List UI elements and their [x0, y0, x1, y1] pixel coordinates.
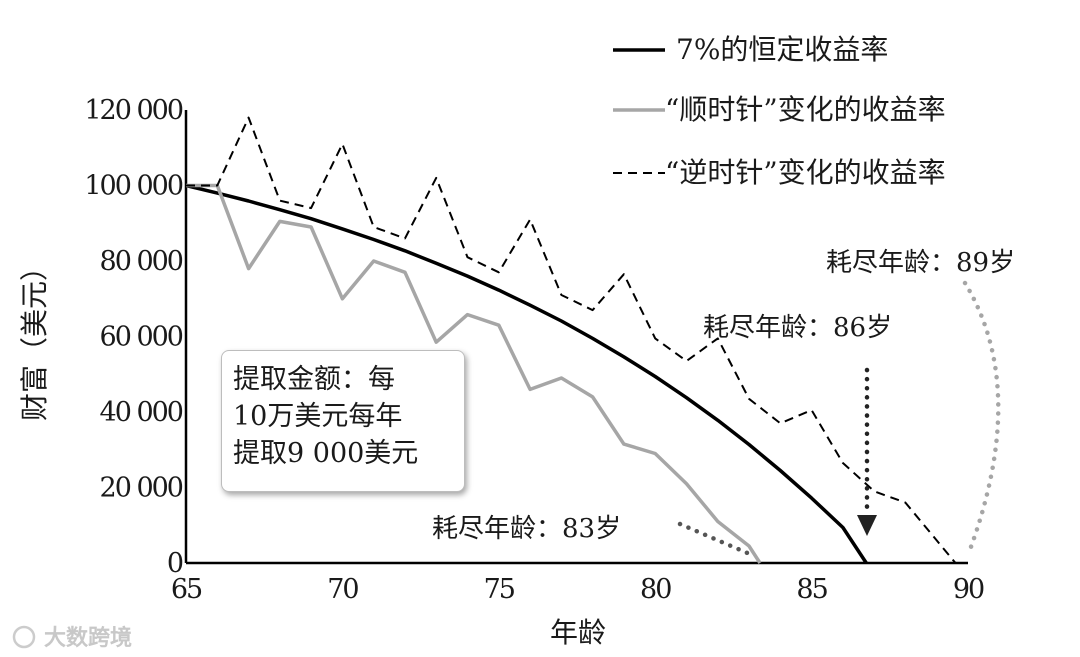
series-layer — [185, 116, 957, 564]
x-tick-label: 85 — [796, 574, 827, 605]
x-axis-title: 年龄 — [550, 616, 606, 649]
x-tick-label: 75 — [484, 574, 515, 605]
legend-label-clockwise: “顺时针”变化的收益率 — [665, 93, 946, 126]
note-line-1: 提取金额：每 — [233, 364, 395, 395]
y-tick-label: 40 000 — [100, 397, 183, 428]
withdrawal-note: 提取金额：每 10万美元每年 提取9 000美元 — [221, 350, 465, 492]
y-tick-label: 120 000 — [84, 95, 182, 126]
watermark-text: 大数跨境 — [44, 625, 132, 651]
legend-label-constant: 7%的恒定收益率 — [676, 33, 888, 66]
y-tick-label: 0 — [167, 548, 183, 579]
x-tick-label: 80 — [640, 574, 671, 605]
y-tick-label: 60 000 — [100, 322, 183, 353]
y-tick-labels: 0 20 000 40 000 60 000 80 000 100 000 120 000 — [84, 95, 184, 579]
x-tick-label: 90 — [953, 574, 984, 605]
x-tick-labels: 65 70 75 80 85 90 — [171, 574, 986, 605]
y-tick-label: 20 000 — [100, 473, 183, 504]
watermark: 大数跨境 — [12, 625, 132, 651]
series-line-constant — [185, 183, 868, 564]
y-axis-title: 财富（美元） — [18, 253, 51, 421]
legend: 7%的恒定收益率 “顺时针”变化的收益率 “逆时针”变化的收益率 — [613, 33, 946, 189]
x-tick-label: 70 — [327, 574, 358, 605]
arrow-83 — [677, 521, 755, 558]
annotation-89: 耗尽年龄：89岁 — [826, 248, 1015, 278]
watermark-logo-icon — [12, 625, 36, 649]
arrow-86-head — [857, 515, 877, 536]
note-line-3: 提取9 000美元 — [233, 438, 419, 469]
arrow-89 — [962, 280, 1001, 558]
legend-label-counterclockwise: “逆时针”变化的收益率 — [665, 156, 946, 189]
note-line-2: 10万美元每年 — [233, 401, 403, 432]
series-line-counterclockwise — [186, 116, 957, 564]
annotation-83: 耗尽年龄：83岁 — [432, 514, 621, 544]
series-line-clockwise — [186, 183, 762, 564]
y-tick-label: 80 000 — [100, 246, 183, 277]
y-tick-label: 100 000 — [84, 171, 182, 202]
annotation-86: 耗尽年龄：86岁 — [703, 313, 892, 343]
x-tick-label: 65 — [171, 574, 202, 605]
